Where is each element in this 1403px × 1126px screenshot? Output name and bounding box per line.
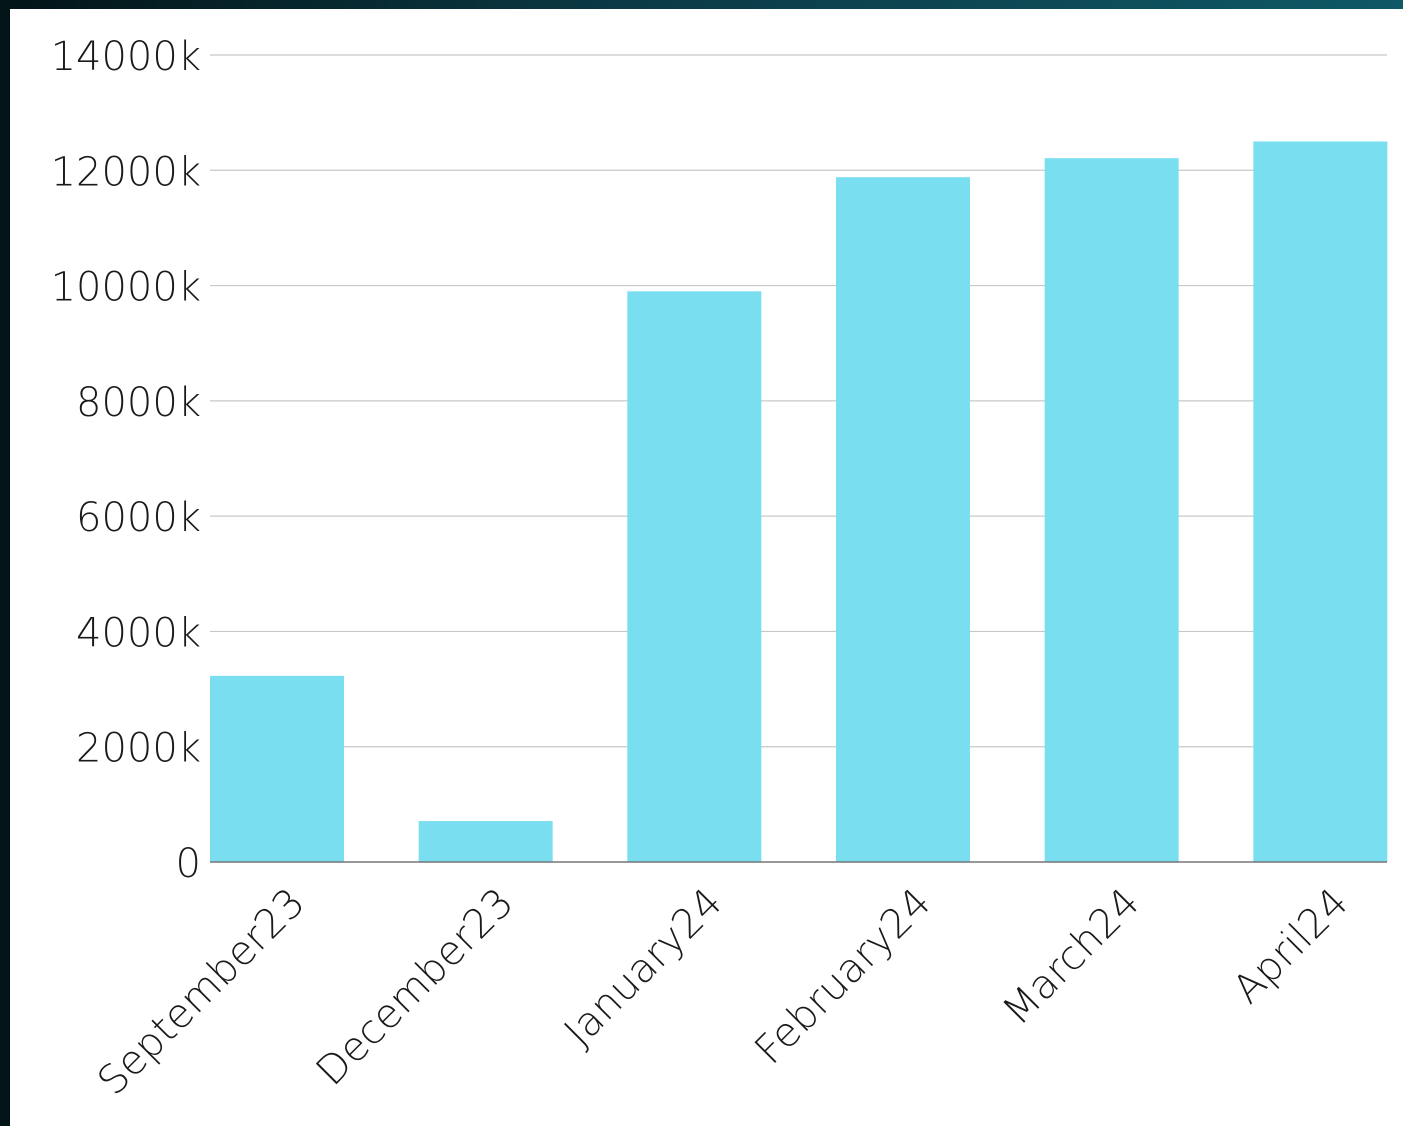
x-tick-label: March24 [994, 880, 1149, 1035]
y-tick-label: 6000k [76, 495, 201, 541]
y-tick-label: 0 [176, 841, 201, 887]
bar-september23 [210, 675, 344, 862]
x-tick-label: April24 [1224, 880, 1357, 1013]
y-tick-label: 8000k [76, 380, 201, 426]
y-tick-label: 2000k [76, 726, 201, 772]
y-tick-label: 10000k [51, 265, 201, 311]
y-tick-label: 14000k [51, 34, 201, 80]
top-border-band [0, 0, 1403, 9]
left-border-band [0, 0, 10, 1126]
x-tick-label: January24 [556, 880, 732, 1056]
bar-february24 [836, 177, 970, 862]
y-tick-label: 12000k [51, 149, 201, 195]
x-tick-label: February24 [746, 880, 940, 1074]
x-tick-label: September23 [89, 880, 314, 1105]
grid-lines [210, 54, 1387, 748]
x-tick-label: December23 [308, 880, 523, 1095]
bar-march24 [1044, 158, 1179, 862]
bar-december23 [418, 821, 553, 862]
y-tick-labels: 0 2000k 4000k 6000k 8000k 10000k 12000k 14000k [51, 34, 201, 887]
y-tick-label: 4000k [76, 610, 201, 656]
bars [210, 141, 1388, 863]
bar-january24 [627, 291, 762, 863]
bar-april24 [1253, 141, 1388, 862]
